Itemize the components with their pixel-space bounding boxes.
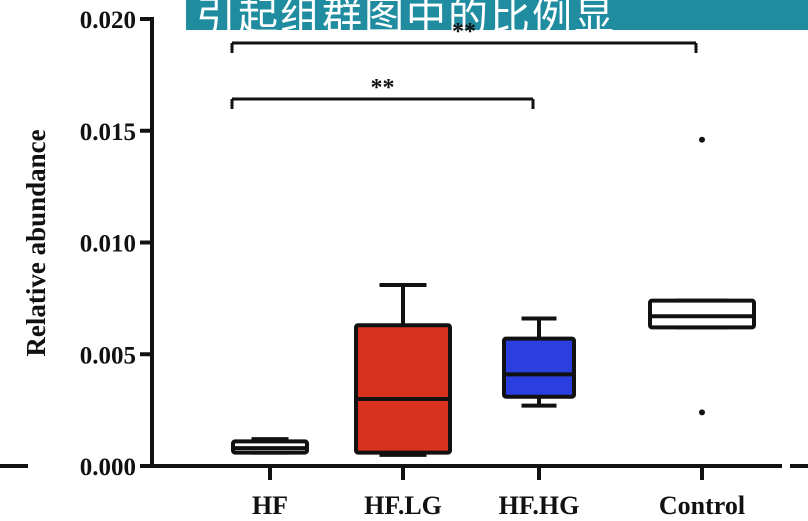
y-tick-label: 0.005 [80,342,136,369]
outlier-point [699,136,705,143]
x-tick-label: HF [252,491,288,520]
box-hf-lg [354,323,452,455]
y-tick-label: 0.015 [80,119,136,146]
box-control [648,298,756,330]
banner-text: 引起组群图中的比例显 [196,0,616,30]
y-tick-label: 0.020 [80,7,136,34]
y-tick-label: 0.000 [80,454,136,481]
y-tick-label: 0.010 [80,231,136,258]
x-tick-label: HF.HG [499,491,580,520]
significance-label: ** [371,75,395,101]
x-tick-label: HF.LG [364,491,442,520]
x-tick-label: Control [659,491,745,520]
box-hf-hg [502,336,576,399]
outlier-point [699,409,705,416]
significance-label: ** [452,19,476,45]
y-axis-label: Relative abundance [21,129,51,356]
title-banner: 引起组群图中的比例显 [186,0,808,30]
